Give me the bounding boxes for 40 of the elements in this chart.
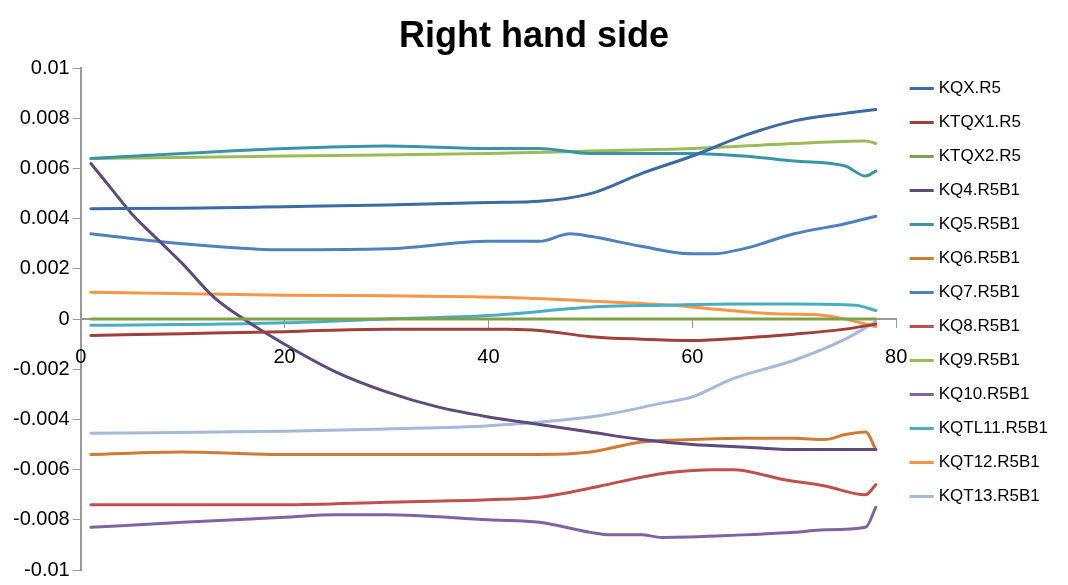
legend-label: KQT12.R5B1 xyxy=(938,452,1040,472)
legend-label: KQT13.R5B1 xyxy=(938,486,1040,506)
line-series xyxy=(89,322,878,342)
y-tick-label: 0.008 xyxy=(19,105,70,128)
line-series xyxy=(89,108,878,211)
y-tick-label: -0.004 xyxy=(12,406,70,429)
y-tick-label: 0.002 xyxy=(19,256,70,279)
legend-label: KQ5.R5B1 xyxy=(938,214,1020,234)
legend-label: KQ10.R5B1 xyxy=(938,384,1030,404)
legend-label: KQX.R5 xyxy=(938,78,1002,98)
x-tick-label: 0 xyxy=(75,344,87,367)
legend-label: KQ6.R5B1 xyxy=(938,248,1020,268)
line-series xyxy=(89,162,878,452)
y-tick-label: 0.004 xyxy=(19,206,70,229)
x-tick-label: 20 xyxy=(273,344,296,367)
legend-label: KQ8.R5B1 xyxy=(938,316,1020,336)
line-series xyxy=(89,320,878,435)
x-tick-label: 80 xyxy=(885,344,908,367)
legend-label: KQ4.R5B1 xyxy=(938,180,1020,200)
line-series xyxy=(89,144,878,178)
chart-title: Right hand side xyxy=(399,13,669,55)
y-tick-label: -0.006 xyxy=(12,457,70,480)
y-tick-label: 0.01 xyxy=(30,55,70,78)
line-series xyxy=(89,290,878,329)
y-tick-label: -0.008 xyxy=(12,507,70,530)
y-tick-label: 0 xyxy=(58,306,70,329)
legend-label: KQ9.R5B1 xyxy=(938,350,1020,370)
y-tick-label: -0.002 xyxy=(12,356,70,379)
y-tick-label: 0.006 xyxy=(19,156,70,179)
line-series xyxy=(89,505,878,539)
y-tick-label: -0.01 xyxy=(24,557,70,580)
line-series xyxy=(89,214,878,256)
x-tick-label: 40 xyxy=(477,344,500,367)
legend-label: KQTL11.R5B1 xyxy=(938,418,1048,438)
legend-label: KQ7.R5B1 xyxy=(938,282,1020,302)
legend-label: KTQX1.R5 xyxy=(938,112,1021,132)
legend-label: KTQX2.R5 xyxy=(938,146,1021,166)
line-series xyxy=(89,468,878,507)
x-tick-label: 60 xyxy=(681,344,704,367)
line-series xyxy=(89,430,878,457)
